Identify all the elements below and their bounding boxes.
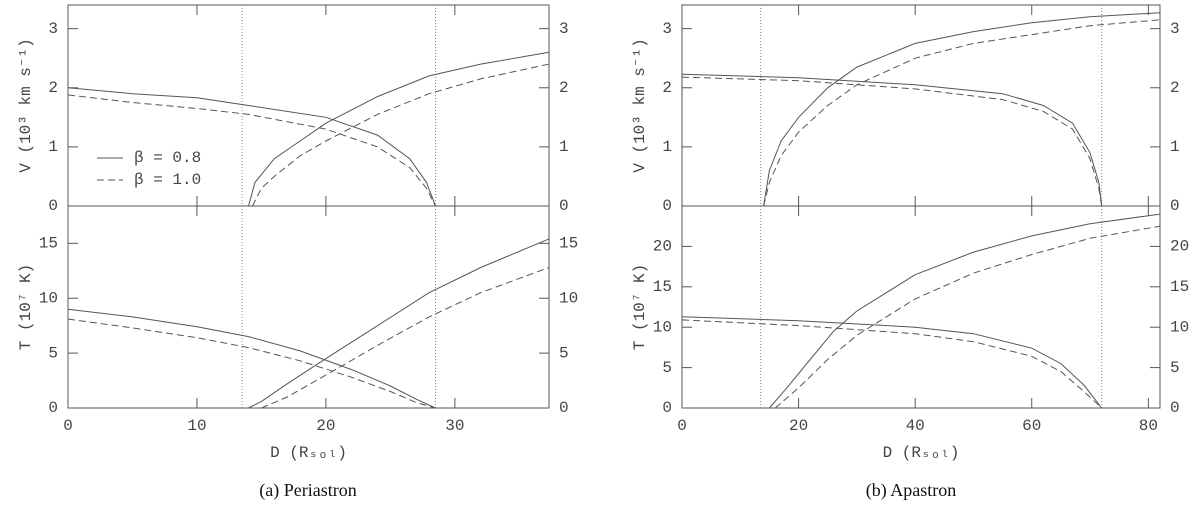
y-tick-label: 0 [662,197,672,215]
caption: (b) Apastron [866,480,956,501]
y-tick-label: 0 [48,399,58,417]
y-tick-label: 1 [559,138,569,156]
y-tick-label: 15 [559,235,578,253]
y-tick-label: 20 [1170,238,1189,256]
caption: (a) Periastron [259,480,356,501]
y-tick-label: 1 [1170,138,1180,156]
curve [67,94,436,207]
y-tick-label: 3 [1170,20,1180,38]
x-tick-label: 80 [1139,417,1158,435]
x-tick-label: 20 [789,417,808,435]
y-tick-label: 5 [1170,359,1180,377]
x-axis-label: D (Rₛₒₗ) [883,444,960,462]
x-tick-label: 20 [316,417,335,435]
curve [248,51,550,207]
x-tick-label: 60 [1022,417,1041,435]
y-tick-label: 5 [48,344,58,362]
curve [763,12,1161,207]
curve [681,76,1103,207]
legend-label: β = 1.0 [134,171,201,189]
y-tick-label: 15 [39,235,58,253]
y-tick-label: 15 [1170,278,1189,296]
curve [681,319,1103,409]
curve [67,87,436,207]
y-tick-label: 3 [662,20,672,38]
y-tick-label: 0 [662,399,672,417]
y-tick-label: 0 [1170,399,1180,417]
y-tick-label: 3 [559,20,569,38]
plot-frame [681,4,1161,207]
legend-label: β = 0.8 [134,149,201,167]
y-tick-label: 2 [1170,79,1180,97]
y-tick-label: 5 [559,344,569,362]
curve [248,238,550,409]
x-tick-label: 0 [63,417,73,435]
curve [774,225,1161,409]
x-tick-label: 10 [187,417,206,435]
y-tick-label: 0 [1170,197,1180,215]
y-tick-label: 2 [662,79,672,97]
x-axis-label: D (Rₛₒₗ) [270,444,347,462]
y-tick-label: 10 [653,318,672,336]
y-tick-label: 0 [48,197,58,215]
y-tick-label: 15 [653,278,672,296]
y-tick-label: 1 [48,138,58,156]
y-tick-label: 20 [653,238,672,256]
y-axis-label: V (10³ km s⁻¹) [17,38,35,172]
curve [763,19,1161,207]
y-tick-label: 2 [48,79,58,97]
curve [681,316,1103,409]
curve [251,63,550,207]
y-axis-label: V (10³ km s⁻¹) [631,38,649,172]
curve [67,318,436,409]
x-tick-label: 40 [906,417,925,435]
plot-frame [681,205,1161,409]
y-tick-label: 3 [48,20,58,38]
y-tick-label: 1 [662,138,672,156]
curve [681,73,1103,207]
y-tick-label: 10 [1170,318,1189,336]
y-tick-label: 5 [662,359,672,377]
y-tick-label: 10 [39,289,58,307]
y-axis-label: T (10⁷ K) [631,264,649,350]
y-tick-label: 0 [559,197,569,215]
x-tick-label: 30 [445,417,464,435]
y-tick-label: 0 [559,399,569,417]
curve [261,267,550,409]
y-tick-label: 2 [559,79,569,97]
y-tick-label: 10 [559,289,578,307]
curve [769,213,1161,409]
plot-frame [67,205,550,409]
y-axis-label: T (10⁷ K) [17,264,35,350]
curve [67,308,436,409]
x-tick-label: 0 [677,417,687,435]
